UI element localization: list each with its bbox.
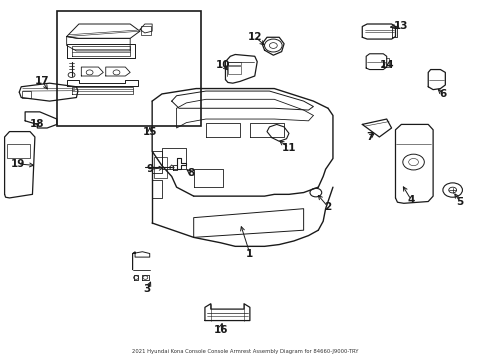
Bar — [141, 26, 151, 35]
Text: 19: 19 — [11, 159, 25, 169]
Text: 2: 2 — [324, 202, 332, 212]
Bar — [154, 157, 167, 178]
Text: 10: 10 — [216, 60, 230, 70]
Text: 6: 6 — [439, 89, 446, 99]
Text: 13: 13 — [394, 21, 409, 31]
Text: 18: 18 — [30, 120, 45, 129]
Text: 17: 17 — [35, 76, 49, 86]
Text: 2021 Hyundai Kona Console Console Armrest Assembly Diagram for 84660-J9000-TRY: 2021 Hyundai Kona Console Console Armres… — [132, 349, 358, 354]
Bar — [228, 62, 241, 65]
Text: 14: 14 — [379, 60, 394, 70]
Text: 5: 5 — [456, 197, 464, 207]
Text: 7: 7 — [366, 132, 373, 142]
Bar — [22, 91, 31, 98]
Text: 9: 9 — [146, 164, 153, 174]
Text: 16: 16 — [213, 325, 228, 335]
Text: 3: 3 — [144, 284, 151, 294]
Bar — [57, 12, 201, 126]
Text: 8: 8 — [188, 168, 195, 178]
Bar — [228, 66, 241, 74]
Text: 4: 4 — [408, 195, 415, 205]
Text: 1: 1 — [246, 248, 253, 258]
Bar — [6, 144, 30, 158]
Text: 11: 11 — [282, 143, 296, 153]
Text: 12: 12 — [247, 32, 262, 41]
Text: 15: 15 — [143, 127, 157, 136]
